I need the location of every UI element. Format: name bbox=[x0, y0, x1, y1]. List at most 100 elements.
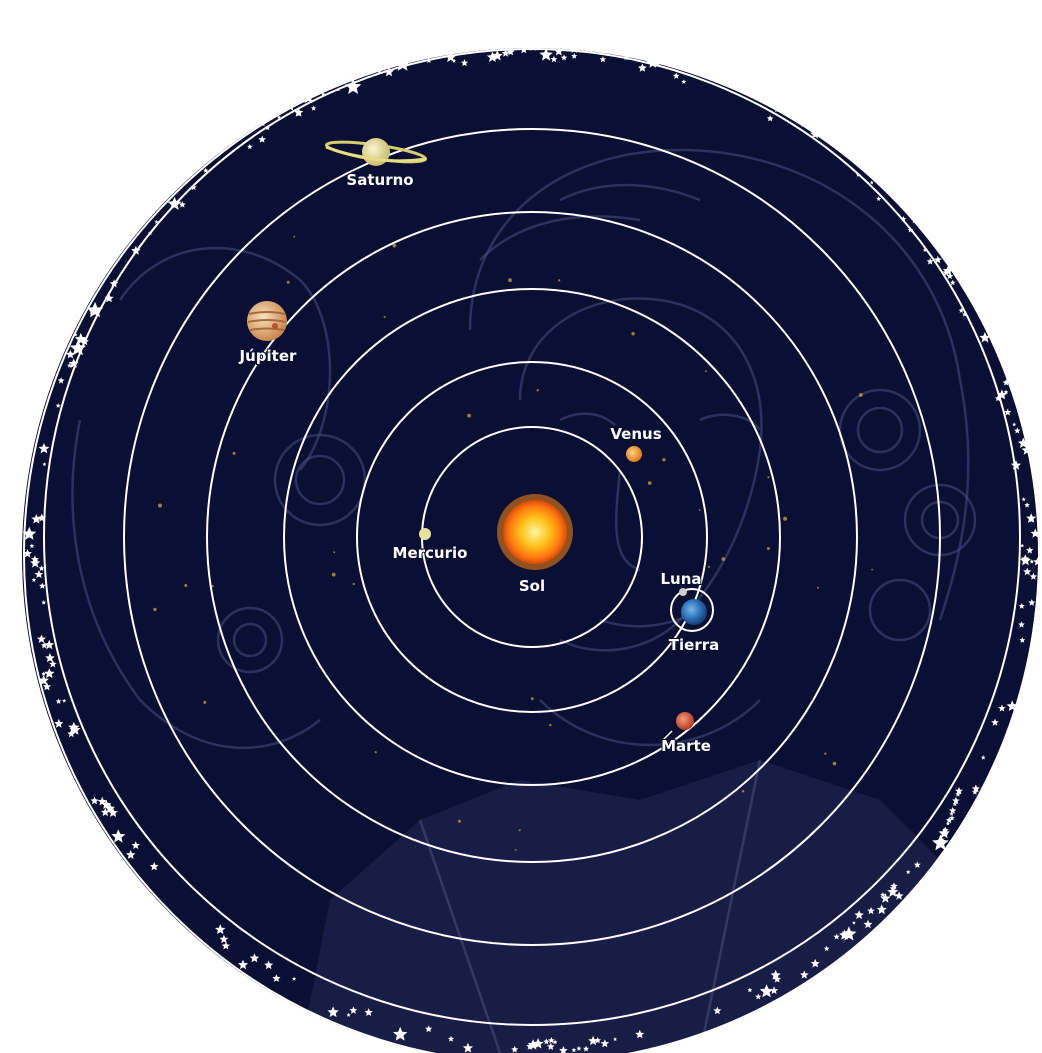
star bbox=[104, 293, 114, 303]
star bbox=[922, 248, 927, 252]
dust-speck bbox=[518, 829, 521, 832]
star bbox=[594, 1036, 602, 1044]
star bbox=[576, 1045, 582, 1051]
dust-speck bbox=[331, 572, 336, 577]
dust-speck bbox=[514, 849, 517, 851]
earth-system: Luna Tierra bbox=[659, 569, 720, 655]
star bbox=[889, 884, 897, 892]
star bbox=[445, 51, 457, 62]
star bbox=[109, 279, 119, 288]
dust-speck bbox=[392, 243, 397, 248]
star bbox=[37, 513, 46, 522]
dust-speck bbox=[832, 761, 837, 766]
star bbox=[44, 639, 55, 650]
star bbox=[1020, 554, 1031, 566]
star bbox=[258, 135, 266, 143]
star bbox=[54, 718, 64, 728]
star bbox=[1029, 559, 1035, 564]
star bbox=[73, 332, 78, 337]
star bbox=[37, 634, 46, 643]
star bbox=[774, 107, 779, 112]
star bbox=[219, 934, 229, 944]
star bbox=[265, 125, 270, 130]
star bbox=[67, 729, 76, 738]
star bbox=[747, 987, 753, 993]
star bbox=[946, 272, 954, 280]
dust-speck bbox=[549, 723, 552, 727]
star bbox=[552, 1039, 558, 1045]
star bbox=[1024, 502, 1030, 508]
star bbox=[40, 642, 48, 649]
star bbox=[1018, 621, 1025, 628]
star bbox=[55, 698, 62, 704]
star bbox=[588, 1035, 598, 1046]
star bbox=[249, 953, 260, 963]
star bbox=[38, 565, 45, 571]
star bbox=[647, 57, 658, 68]
star bbox=[426, 57, 432, 63]
star bbox=[623, 55, 629, 61]
star bbox=[147, 231, 153, 236]
dust bbox=[153, 235, 873, 851]
dust-speck bbox=[631, 332, 635, 336]
star bbox=[68, 358, 79, 368]
star bbox=[880, 892, 886, 897]
star bbox=[770, 986, 779, 995]
dust-speck bbox=[817, 586, 820, 589]
dust-speck bbox=[783, 516, 788, 521]
star bbox=[810, 958, 820, 968]
star bbox=[327, 1006, 339, 1018]
star bbox=[894, 891, 904, 900]
star bbox=[913, 861, 921, 868]
star bbox=[949, 806, 957, 814]
star bbox=[34, 570, 44, 579]
star bbox=[527, 41, 538, 51]
star bbox=[104, 803, 115, 813]
star bbox=[942, 265, 954, 276]
star bbox=[571, 1047, 577, 1053]
star bbox=[394, 56, 411, 71]
dust-speck bbox=[158, 503, 162, 508]
orbit-jupiter bbox=[123, 128, 941, 946]
star bbox=[1029, 572, 1037, 580]
star bbox=[800, 970, 809, 979]
star bbox=[583, 1045, 590, 1052]
star bbox=[876, 196, 882, 201]
saturn: Saturno bbox=[324, 138, 428, 190]
star bbox=[1004, 408, 1012, 416]
star bbox=[755, 993, 762, 1000]
star bbox=[302, 91, 315, 104]
moon-label: Luna bbox=[660, 570, 701, 588]
star bbox=[1006, 700, 1018, 711]
star bbox=[221, 941, 230, 950]
star bbox=[101, 799, 112, 809]
star bbox=[533, 40, 543, 50]
star bbox=[547, 1042, 555, 1050]
dust-speck bbox=[558, 279, 561, 282]
star bbox=[260, 121, 266, 127]
star bbox=[190, 184, 197, 190]
star bbox=[100, 807, 110, 817]
star bbox=[955, 786, 963, 795]
star bbox=[1020, 543, 1025, 548]
star bbox=[980, 755, 986, 760]
star bbox=[131, 245, 141, 255]
star bbox=[855, 172, 861, 177]
dust-speck bbox=[705, 370, 707, 373]
stars bbox=[22, 40, 1042, 1053]
dust-speck bbox=[153, 607, 157, 612]
star bbox=[30, 557, 41, 568]
star bbox=[952, 801, 958, 807]
star bbox=[310, 105, 317, 111]
star bbox=[38, 443, 50, 454]
star bbox=[393, 1026, 408, 1041]
orbit-venus bbox=[356, 361, 708, 713]
dust-speck bbox=[536, 389, 539, 392]
mercury-label: Mercurio bbox=[393, 544, 468, 562]
star bbox=[854, 910, 864, 920]
star bbox=[90, 796, 99, 805]
star bbox=[452, 58, 457, 63]
star bbox=[833, 933, 840, 940]
star bbox=[571, 53, 578, 59]
